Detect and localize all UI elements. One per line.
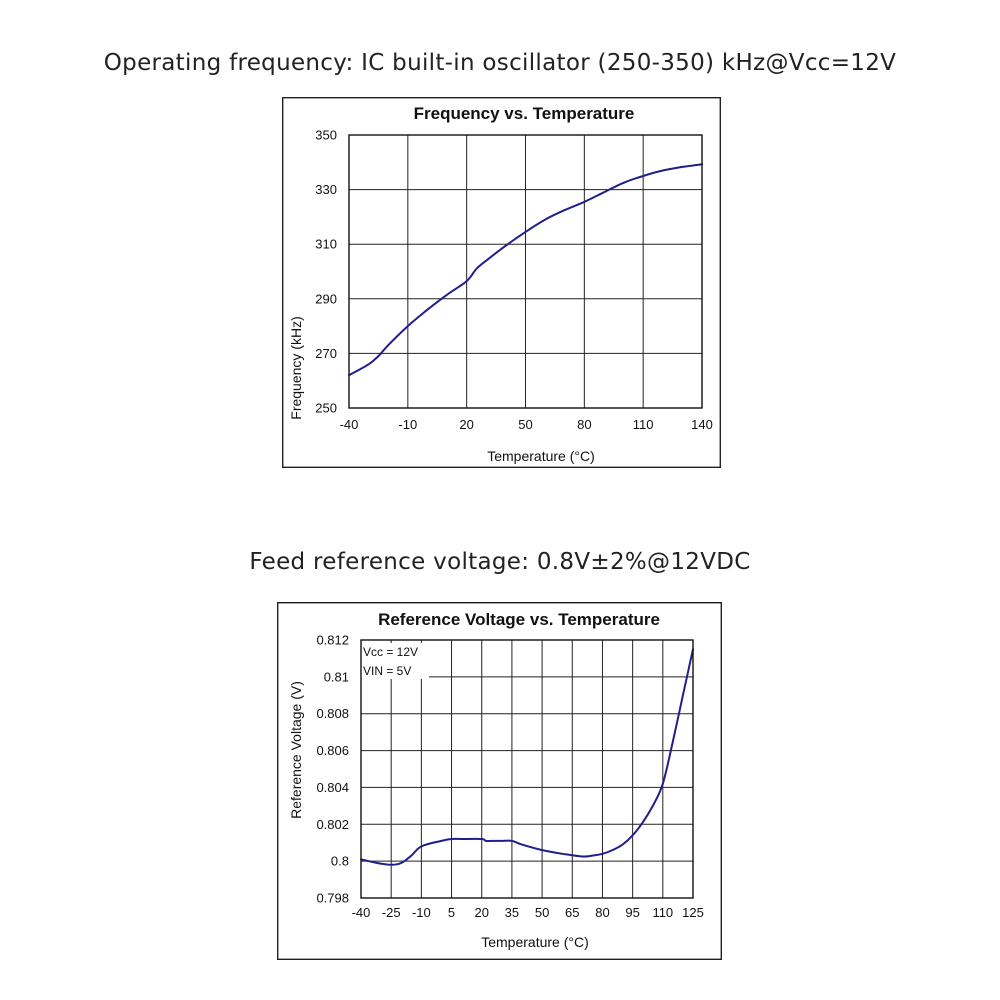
voltage-caption: Feed reference voltage: 0.8V±2%@12VDC [249,549,751,575]
y-tick-label: 0.806 [316,743,349,758]
y-axis-label: Reference Voltage (V) [288,681,304,819]
tick-labels: -40 -10 20 50 80 110 140 250 270 290 310 330 350 [315,128,713,433]
x-tick-label: 140 [691,417,713,432]
y-tick-label: 0.802 [316,817,349,832]
x-tick-label: 95 [625,905,639,920]
chart-title: Frequency vs. Temperature [414,104,635,123]
y-axis-label: Frequency (kHz) [288,316,304,419]
frequency-caption: Operating frequency: IC built-in oscilla… [103,50,897,76]
y-tick-label: 0.81 [324,669,349,684]
plot-area [360,639,694,899]
vcc-annotation: Vcc = 12V [363,645,418,659]
y-tick-label: 350 [315,128,337,143]
x-tick-label: -10 [398,417,417,432]
series-line [348,163,703,377]
y-tick-label: 290 [315,291,337,306]
x-tick-label: 35 [505,905,519,920]
x-tick-label: -40 [340,417,359,432]
frequency-chart: Frequency vs. Temperature -40 -10 20 50 80 11… [282,97,721,468]
y-tick-label: 330 [315,182,337,197]
series-line [360,648,694,866]
vin-annotation: VIN = 5V [363,664,411,678]
y-tick-label: 0.798 [316,891,349,906]
grid [349,135,702,408]
x-tick-label: 125 [682,905,704,920]
x-tick-label: 50 [518,417,532,432]
reference-voltage-chart: Reference Voltage vs. Temperature Vcc = … [277,602,722,960]
chart-frame [277,602,722,960]
x-tick-label: 20 [474,905,488,920]
x-tick-label: 110 [652,905,673,920]
x-tick-label: 80 [577,417,591,432]
annotation-box [361,643,429,679]
series-layer [348,163,703,377]
y-tick-label: 0.812 [316,633,349,648]
tick-labels: -40 -25 -10 5 20 35 50 65 80 95 110 125 0.798 0.8 0.80… [316,633,703,921]
x-tick-label: -40 [352,905,371,920]
x-tick-label: 50 [535,905,549,920]
y-tick-label: 0.804 [316,780,349,795]
grid [361,640,693,898]
x-tick-label: 110 [633,417,654,432]
y-tick-label: 250 [315,401,337,416]
x-tick-label: -25 [382,905,401,920]
chart-frame [282,97,721,468]
x-axis-label: Temperature (°C) [481,934,589,950]
series-layer [360,648,694,866]
y-tick-label: 0.8 [331,854,349,869]
y-tick-label: 310 [315,237,337,252]
x-tick-label: 65 [565,905,579,920]
chart-title: Reference Voltage vs. Temperature [378,610,660,629]
y-tick-label: 270 [315,346,337,361]
x-tick-label: -10 [412,905,431,920]
x-tick-label: 80 [595,905,609,920]
x-tick-label: 20 [459,417,473,432]
x-axis-label: Temperature (°C) [487,448,595,464]
y-tick-label: 0.808 [316,706,349,721]
plot-area [348,134,703,409]
x-tick-label: 5 [448,905,455,920]
